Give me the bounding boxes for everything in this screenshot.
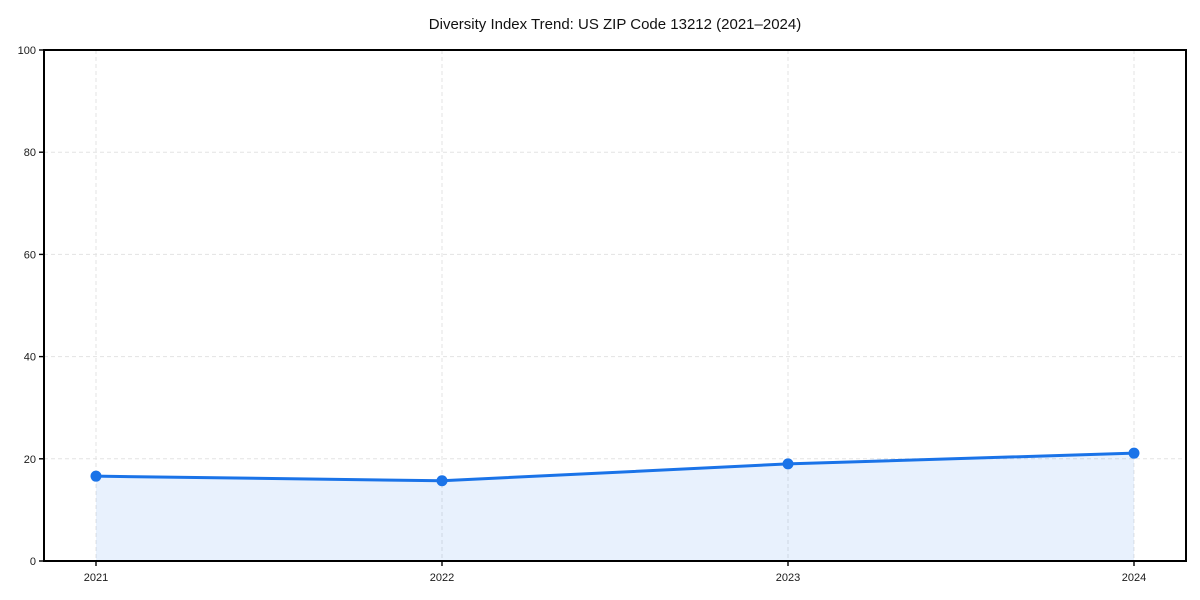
x-tick-label: 2024	[1122, 572, 1146, 584]
y-tick-label: 20	[24, 454, 36, 466]
line-series	[90, 447, 1140, 561]
plot-border	[43, 49, 1187, 562]
gridlines	[44, 49, 1186, 562]
data-point-2021	[90, 470, 102, 482]
x-tick-label: 2021	[84, 572, 108, 584]
chart-title: Diversity Index Trend: US ZIP Code 13212…	[429, 16, 801, 33]
data-point-2023	[782, 458, 794, 470]
y-tick-label: 100	[18, 45, 36, 57]
y-tick-label: 0	[30, 556, 36, 568]
y-tick-label: 40	[24, 352, 36, 364]
trend-line	[94, 451, 1136, 483]
data-point-2022	[436, 475, 448, 487]
y-tick-label: 80	[24, 147, 36, 159]
y-tick-label: 60	[24, 249, 36, 261]
area-fill	[96, 453, 1134, 561]
axes-ticks-and-labels: 0 20 40 60 80 100 2021 2022 2023 2024	[18, 45, 1147, 584]
x-tick-label: 2023	[776, 572, 800, 584]
x-tick-label: 2022	[430, 572, 454, 584]
data-point-2024	[1128, 447, 1140, 459]
